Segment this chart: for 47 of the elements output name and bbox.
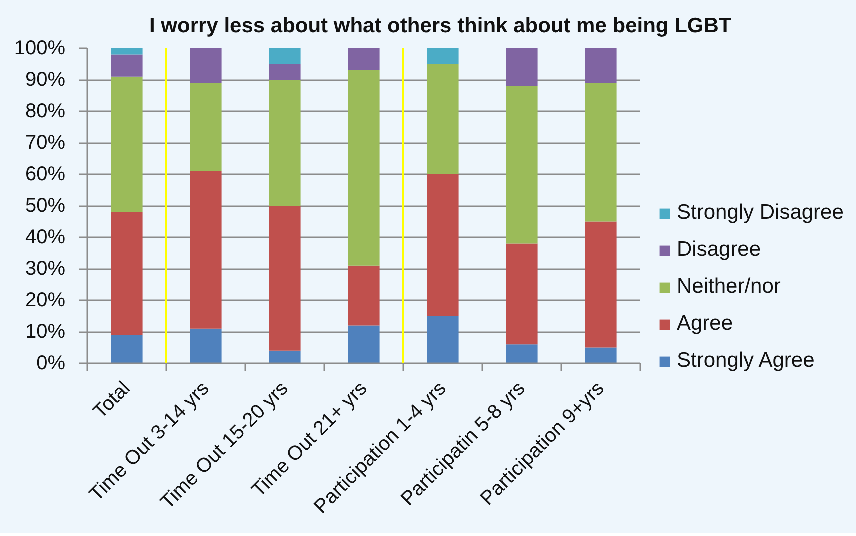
bar bbox=[585, 348, 617, 364]
y-tick-label: 20% bbox=[25, 290, 66, 312]
y-tick-label: 80% bbox=[25, 100, 66, 122]
bar bbox=[190, 83, 222, 172]
legend-label: Agree bbox=[677, 312, 734, 336]
bar bbox=[348, 326, 380, 364]
bar bbox=[348, 70, 380, 266]
bar bbox=[190, 328, 222, 364]
bar bbox=[190, 171, 222, 329]
bar bbox=[111, 76, 143, 212]
legend-label: Neither/nor bbox=[677, 275, 781, 299]
y-tick-label: 0% bbox=[36, 352, 66, 374]
bar bbox=[427, 64, 459, 174]
bar bbox=[427, 174, 459, 316]
bar bbox=[506, 344, 538, 364]
bar bbox=[585, 222, 617, 348]
bar bbox=[111, 212, 143, 336]
bar bbox=[269, 80, 301, 206]
bar bbox=[190, 48, 222, 84]
legend-label: Disagree bbox=[677, 238, 762, 262]
y-tick-label: 50% bbox=[25, 195, 66, 217]
bar bbox=[585, 83, 617, 222]
bar bbox=[427, 48, 459, 64]
bar bbox=[585, 48, 617, 84]
chart-title: I worry less about what others think about me being LGBT bbox=[150, 14, 732, 38]
bar bbox=[111, 48, 143, 55]
legend-label: Strongly Agree bbox=[677, 349, 815, 373]
bar bbox=[269, 206, 301, 351]
bar bbox=[427, 316, 459, 364]
y-tick-label: 40% bbox=[25, 226, 66, 248]
bar bbox=[348, 266, 380, 326]
y-tick-label: 70% bbox=[25, 132, 66, 154]
bar bbox=[269, 350, 301, 364]
y-tick-label: 30% bbox=[25, 258, 66, 280]
y-tick-label: 10% bbox=[25, 321, 66, 343]
bar bbox=[111, 54, 143, 77]
bar bbox=[348, 48, 380, 71]
y-tick-label: 100% bbox=[14, 38, 66, 60]
bar bbox=[506, 86, 538, 244]
bar bbox=[506, 244, 538, 345]
legend-label: Strongly Disagree bbox=[677, 201, 844, 225]
y-tick-label: 60% bbox=[25, 164, 66, 186]
y-tick-label: 90% bbox=[25, 69, 66, 91]
bar bbox=[269, 48, 301, 64]
bar bbox=[111, 335, 143, 364]
bar bbox=[269, 64, 301, 80]
bar bbox=[506, 48, 538, 86]
